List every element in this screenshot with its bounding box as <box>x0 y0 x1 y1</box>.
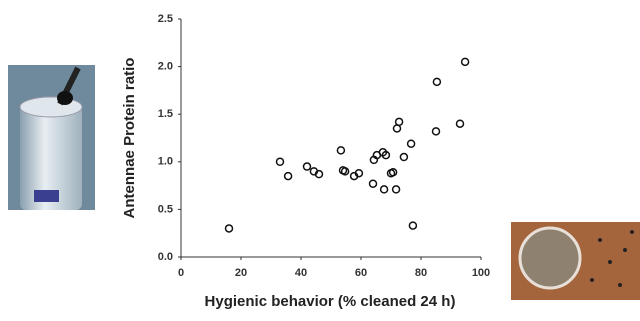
point <box>337 147 344 154</box>
point <box>408 140 415 147</box>
x-tick-label: 0 <box>178 267 184 279</box>
point <box>433 78 440 85</box>
point <box>409 222 416 229</box>
x-tick-label: 20 <box>235 267 247 279</box>
x-tick-label: 40 <box>295 267 307 279</box>
point <box>277 158 284 165</box>
chart: Hygienic behavior (% cleaned 24 h) Anten… <box>0 0 640 316</box>
point <box>457 120 464 127</box>
photo-right <box>511 222 640 300</box>
y-tick-label: 1.5 <box>158 108 173 120</box>
point <box>393 186 400 193</box>
x-tick-label: 100 <box>472 267 490 279</box>
point <box>370 180 377 187</box>
point <box>226 225 233 232</box>
point <box>433 128 440 135</box>
point <box>462 58 469 65</box>
photo-left <box>8 65 95 210</box>
y-axis-title: Antennae Protein ratio <box>121 58 138 219</box>
y-tick-label: 2.5 <box>158 13 173 25</box>
point <box>396 118 403 125</box>
point <box>400 154 407 161</box>
y-tick-label: 0.0 <box>158 251 173 263</box>
y-tick-label: 2.0 <box>158 61 173 73</box>
point <box>381 186 388 193</box>
x-tick-label: 80 <box>415 267 427 279</box>
point <box>285 173 292 180</box>
point <box>304 163 311 170</box>
x-axis-title: Hygienic behavior (% cleaned 24 h) <box>205 293 456 310</box>
y-tick-label: 1.0 <box>158 156 173 168</box>
x-tick-label: 60 <box>355 267 367 279</box>
y-tick-label: 0.5 <box>158 203 173 215</box>
